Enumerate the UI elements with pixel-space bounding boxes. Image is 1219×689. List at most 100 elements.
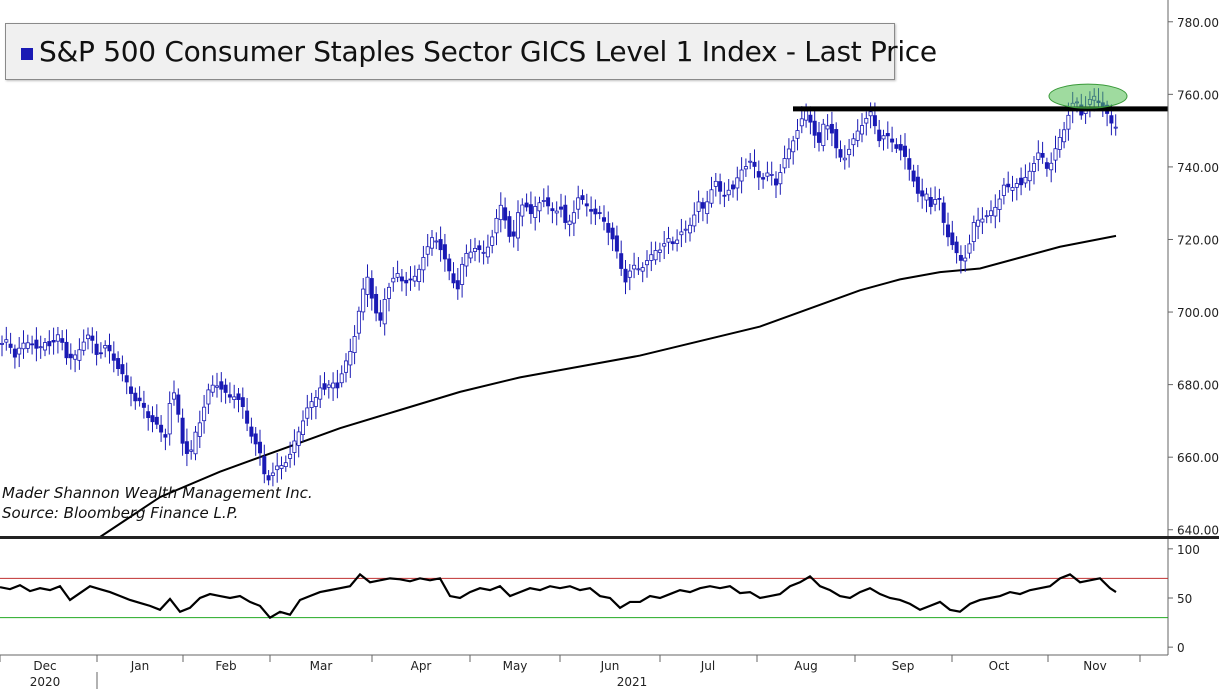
candle-body [954,241,959,254]
candle-body [464,252,469,267]
candle-body [348,351,353,366]
y-tick-label: 640.00 [1177,524,1219,538]
candle-body [279,465,284,469]
candle-body [77,349,82,361]
candle-body [47,341,52,347]
candle-body [468,251,473,259]
candle-body [636,268,641,271]
candle-body [713,180,718,187]
candle-body [756,171,761,178]
candle-body [1001,184,1006,196]
candle-body [1040,152,1045,158]
candle-body [791,140,796,153]
candle-body [868,111,873,117]
candle-body [679,231,684,236]
candle-body [606,223,611,233]
candle-body [619,253,624,269]
candle-body [662,243,667,247]
candle-body [786,148,791,160]
candle-body [911,170,916,182]
candle-body [799,118,804,127]
candle-body [21,342,26,350]
candle-body [262,456,267,475]
candle-body [365,276,370,295]
candle-body [550,208,555,212]
candle-body [421,256,426,271]
candle-body [821,123,826,146]
candle-body [937,198,942,200]
candle-body [232,396,237,400]
candle-body [322,383,327,390]
candle-body [1044,162,1049,169]
candle-body [55,334,60,342]
candle-body [993,206,998,217]
candle-body [369,278,374,299]
candle-body [477,245,482,251]
candle-body [86,334,91,340]
candle-body [842,157,847,161]
candle-body [761,177,766,180]
x-month-label: Jun [600,659,620,673]
candle-body [163,434,168,438]
candle-body [17,347,22,355]
candle-body [739,169,744,182]
candle-body [709,189,714,204]
oscillator-panel: 0 50 100 [0,543,1200,655]
candle-body [38,346,43,349]
candle-body [976,219,981,227]
x-month-label: Sep [892,659,915,673]
candle-body [343,360,348,373]
candle-body [266,475,271,481]
candle-body [872,115,877,127]
candle-body [950,232,955,246]
y-tick-label: 720.00 [1177,233,1219,247]
candle-body [748,160,753,163]
candle-body [90,335,95,341]
candle-body [1053,148,1058,161]
y-tick-label: 760.00 [1177,88,1219,102]
candle-body [253,433,258,445]
candle-body [305,407,310,419]
candle-body [683,228,688,231]
candle-body [214,385,219,388]
candle-body [507,216,512,237]
candle-body [81,341,86,351]
candle-body [51,340,56,343]
candle-body [64,341,69,359]
candle-body [361,288,366,313]
candle-body [743,166,748,170]
candle-body [563,204,568,223]
candle-body [915,176,920,194]
candle-body [154,416,159,425]
y-tick-label: 740.00 [1177,161,1219,175]
candle-body [1049,162,1054,171]
candle-body [417,268,422,283]
candle-body [718,181,723,192]
candle-body [25,342,30,349]
candle-body [386,286,391,299]
candle-body [933,199,938,205]
candle-body [240,397,245,407]
candle-body [726,189,731,196]
candle-body [675,239,680,244]
candle-body [283,462,288,468]
candle-body [589,209,594,212]
candle-body [610,227,615,240]
candle-body [834,129,839,149]
candle-body [120,364,125,375]
candle-body [382,299,387,325]
x-month-label: Apr [411,659,432,673]
candle-body [825,125,830,130]
candle-body [391,277,396,283]
candle-body [928,197,933,207]
osc-tick-label: 100 [1177,543,1200,557]
x-month-label: Oct [989,659,1010,673]
candle-body [769,174,774,176]
candle-body [963,257,968,262]
candle-body [920,190,925,197]
candle-body [1027,170,1032,182]
candle-body [116,358,121,370]
x-month-label: May [503,659,528,673]
candle-body [189,449,194,452]
